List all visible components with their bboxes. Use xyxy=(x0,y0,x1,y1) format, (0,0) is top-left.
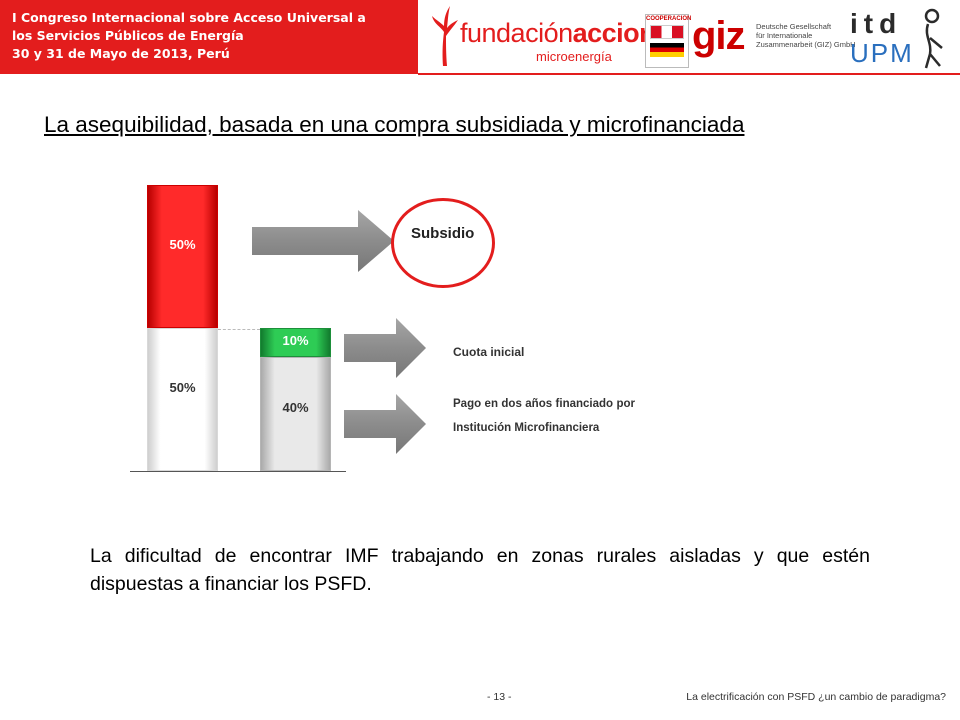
header-line-2: los Servicios Públicos de Energía xyxy=(12,28,244,43)
cooperacion-logo: COOPERACION xyxy=(645,14,692,68)
bar2-green-segment xyxy=(260,328,331,357)
subsidio-highlight-circle xyxy=(391,198,495,288)
figure-icon xyxy=(924,8,943,69)
bar1-white-label: 50% xyxy=(169,380,196,395)
bar1-red-segment xyxy=(147,185,218,328)
arrow-right-icon xyxy=(252,210,394,272)
microenergia-wordmark: microenergía xyxy=(536,49,612,64)
header-rule xyxy=(418,73,960,75)
arrow-right-icon xyxy=(344,394,426,454)
itd-wordmark: itd xyxy=(850,8,903,39)
subsidio-label: Subsidio xyxy=(411,225,475,242)
bar1-white-segment xyxy=(147,328,218,471)
bar2-grey-segment xyxy=(260,356,331,471)
slide-title: La asequibilidad, basada en una compra s… xyxy=(44,112,745,137)
tree-icon xyxy=(432,6,458,66)
cooperacion-title: COOPERACION xyxy=(646,16,692,22)
x-axis-line xyxy=(130,471,346,472)
body-text: La dificultad de encontrar IMF trabajand… xyxy=(90,545,870,595)
header-line-3: 30 y 31 de Mayo de 2013, Perú xyxy=(12,46,230,61)
giz-wordmark: giz xyxy=(692,14,746,58)
upm-wordmark: UPM xyxy=(850,38,914,68)
header-band: I Congreso Internacional sobre Acceso Un… xyxy=(0,0,418,74)
fundacion-wordmark: fundaciónacciona xyxy=(460,18,670,48)
bar1-red-label: 50% xyxy=(169,237,196,252)
guide-line xyxy=(218,329,260,330)
giz-subtitle: Deutsche Gesellschaft für Internationale… xyxy=(756,22,856,49)
itd-upm-logo: itd UPM xyxy=(850,8,946,70)
germany-flag-icon xyxy=(650,43,684,57)
bar2-grey-label: 40% xyxy=(282,400,309,416)
bar2-green-label: 10% xyxy=(282,332,309,348)
header-line-1: I Congreso Internacional sobre Acceso Un… xyxy=(12,10,366,25)
page-number: - 13 - xyxy=(487,691,512,703)
pago-label: Pago en dos años financiado por Instituc… xyxy=(453,398,635,434)
cuota-inicial-label: Cuota inicial xyxy=(453,345,525,359)
giz-logo: giz Deutsche Gesellschaft für Internatio… xyxy=(692,10,856,66)
footer-title: La electrificación con PSFD ¿un cambio d… xyxy=(686,691,946,703)
arrow-right-icon xyxy=(344,318,426,378)
fundacion-acciona-logo: fundaciónacciona microenergía xyxy=(426,4,670,68)
peru-flag-icon xyxy=(650,25,684,39)
